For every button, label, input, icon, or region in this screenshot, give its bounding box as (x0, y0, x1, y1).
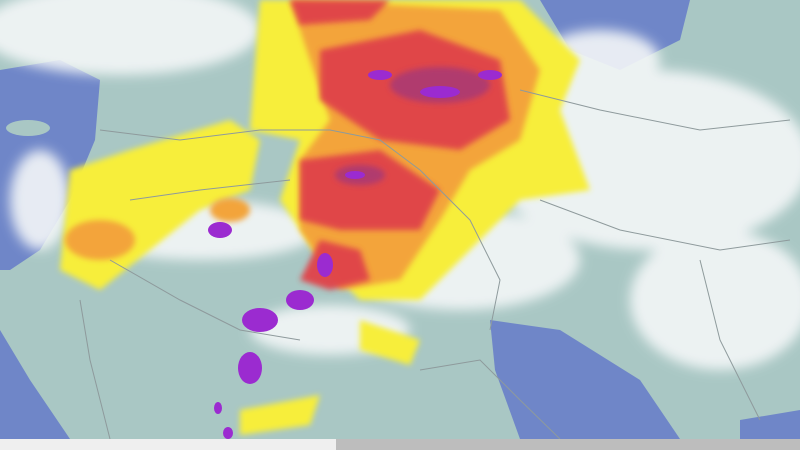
precipitation-extreme (335, 67, 490, 185)
timeline-scrubber[interactable] (0, 439, 800, 450)
persian-gulf (490, 320, 680, 439)
timeline-progress (0, 439, 336, 450)
country-borders (79, 89, 791, 439)
weather-map[interactable] (0, 0, 800, 439)
cloud-cover (0, 0, 800, 370)
red-sea (0, 330, 70, 439)
arabian-sea (740, 410, 800, 439)
hail-cells (208, 70, 502, 439)
cyprus (6, 120, 50, 136)
